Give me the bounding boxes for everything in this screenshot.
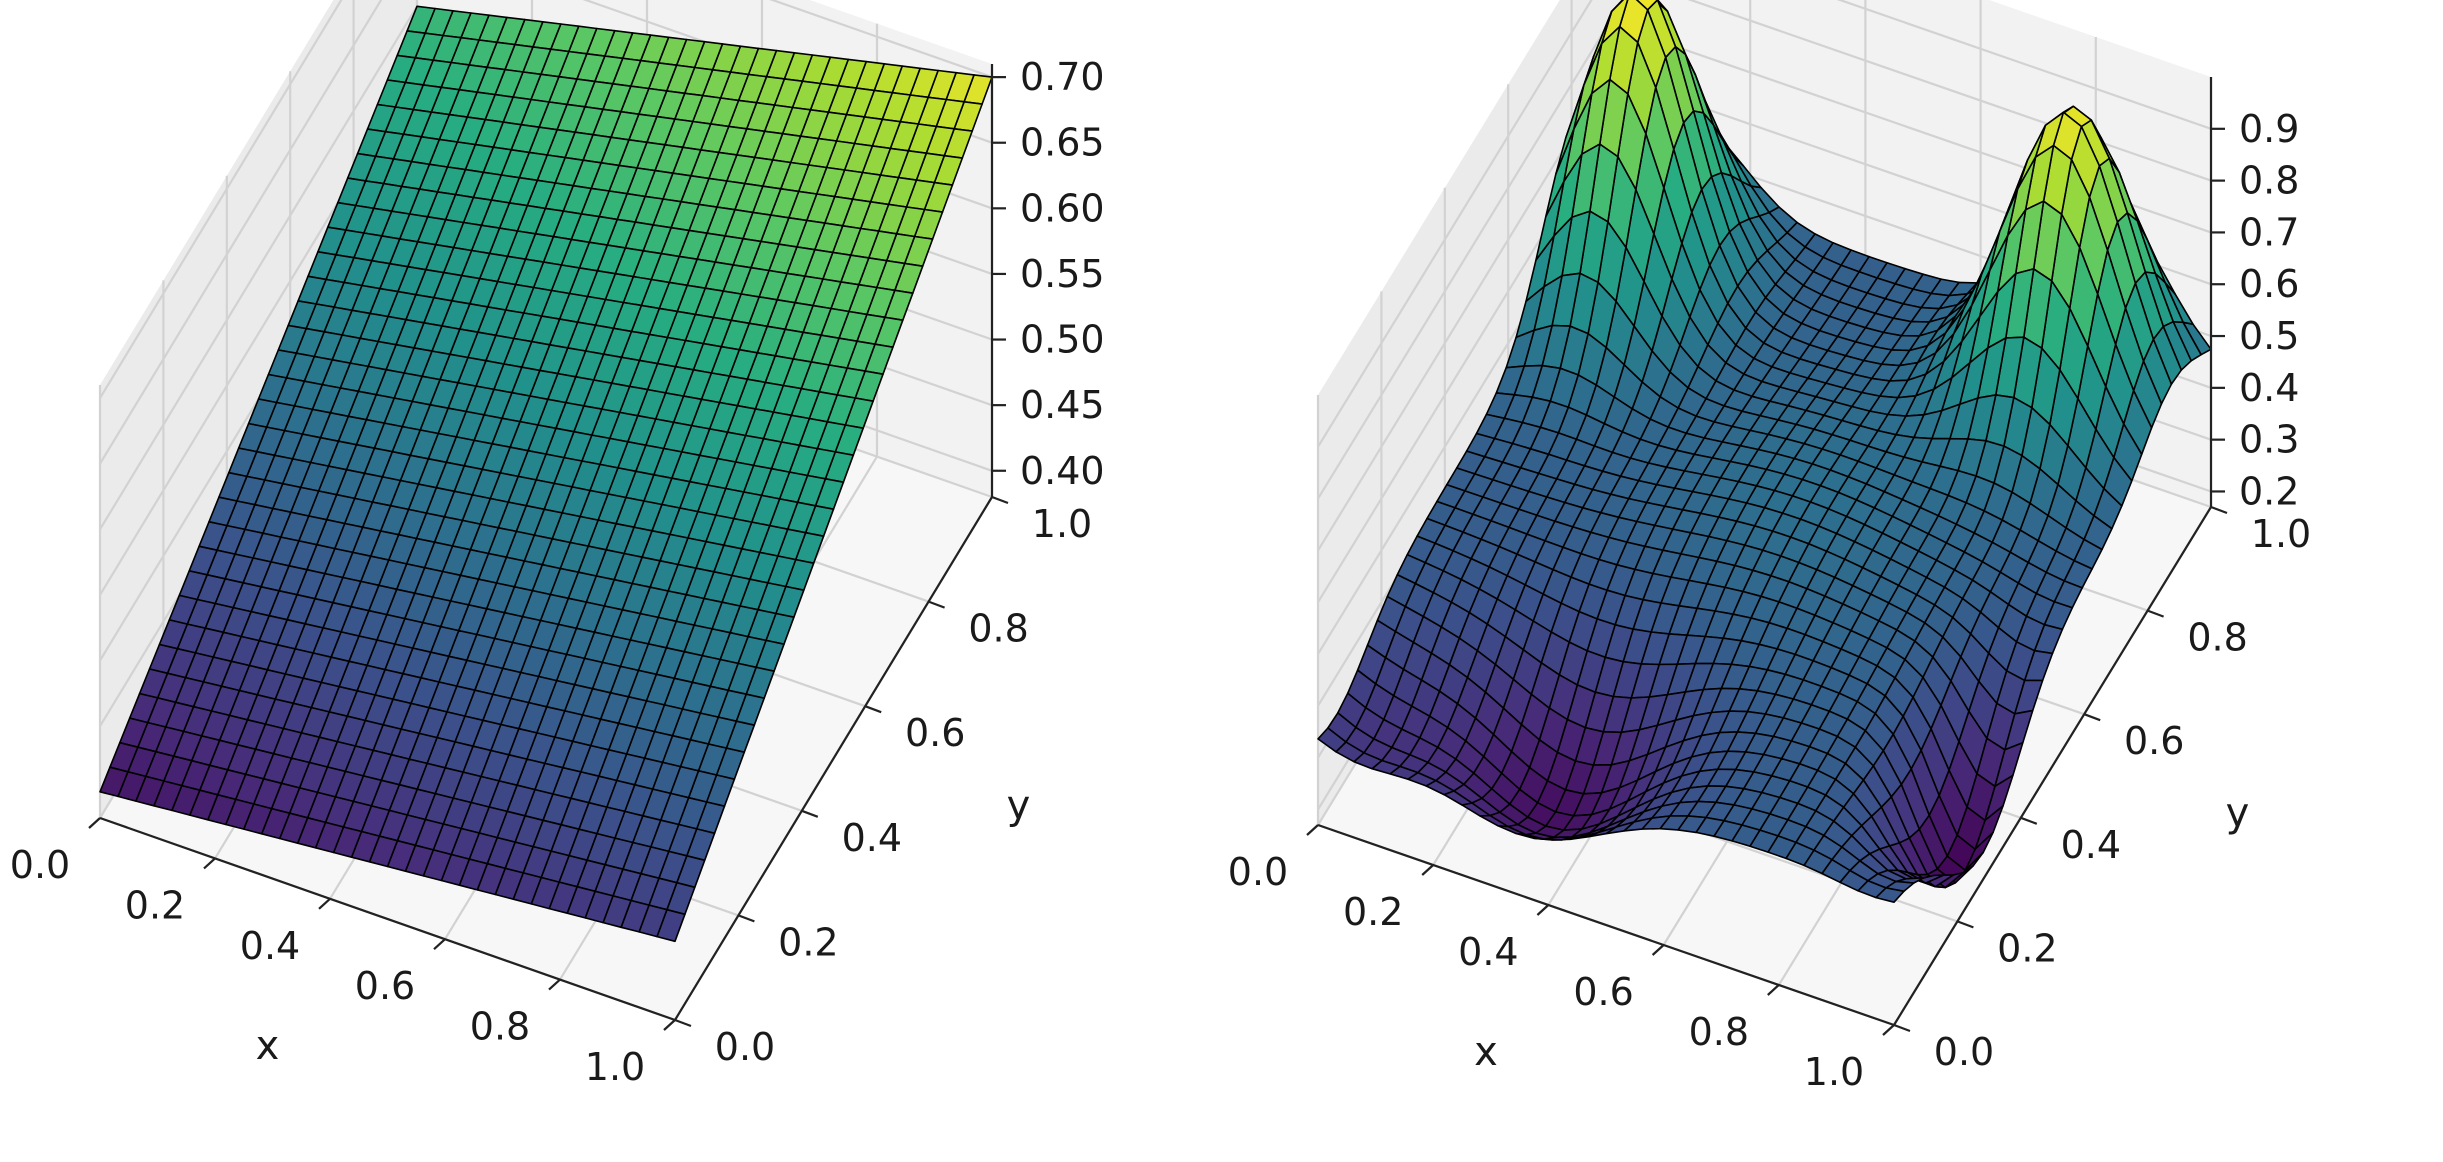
z-tick-label: 0.4 [2239,366,2299,410]
y-tick-label: 1.0 [2251,512,2311,556]
x-tick-label: 0.6 [1573,970,1633,1014]
z-tick-label: 0.55 [1020,252,1105,296]
x-tick-label: 0.8 [1689,1010,1749,1054]
surface-facet [1317,727,1347,753]
x-tick-label: 1.0 [1804,1050,1864,1094]
surface-mesh [99,5,993,943]
z-gridline [1317,0,2212,500]
y-tick [2210,505,2228,515]
y-tick [1957,920,1974,929]
x-axis-label: x [256,1023,280,1069]
z-gridline [99,0,993,399]
x-tick-label: 1.0 [585,1045,645,1089]
x-tick-label: 0.0 [10,843,70,887]
z-tick-label: 0.9 [2239,107,2299,151]
x-tick [203,857,216,870]
x-tick [548,978,561,991]
z-tick-label: 0.45 [1020,383,1105,427]
z-tick-label: 0.70 [1020,55,1105,99]
y-tick [928,600,945,609]
surface-plot-right: 0.00.20.40.60.81.0 0.00.20.40.60.81.00.20… [1228,0,2311,1094]
x-tick [1421,864,1434,876]
y-tick-label: 1.0 [1032,502,1092,546]
y-tick [2020,816,2038,825]
y-axis-line [1893,506,2212,1026]
surface-facet [1653,0,1669,12]
y-tick [738,914,755,923]
y-tick-label: 0.6 [905,711,965,755]
z-tick-label: 0.7 [2239,210,2299,254]
x-tick [1767,984,1780,996]
x-axis-line [1317,823,1895,1027]
x-tick [1306,824,1319,836]
y-tick [801,809,819,818]
x-tick-label: 0.8 [470,1005,530,1049]
z-gridline [1317,0,2212,448]
z-tick-label: 0.2 [2239,469,2299,513]
x-axis-label: x [1474,1029,1498,1075]
x-tick [1536,904,1550,916]
z-tick-label: 0.6 [2239,262,2299,306]
z-tick-label: 0.8 [2239,159,2299,203]
y-tick [2147,609,2164,618]
surface-plot-left: 0.0 0.2 0.4 0.6 0.8 1.0 0.0 0.2 0.4 0.6 0.8 1.0 0.40… [10,0,1105,1089]
z-tick-label: 0.40 [1020,449,1105,493]
y-tick-label: 0.0 [1934,1030,1994,1074]
x-tick-label: 0.0 [1228,850,1288,894]
x-tick-label: 0.4 [240,924,300,968]
surface-facet [99,766,129,798]
z-tick-label: 0.5 [2239,314,2299,358]
x-axis-line [99,816,676,1022]
surface-mesh [1317,0,2212,904]
x-tick [88,817,101,829]
y-tick [1893,1023,1911,1033]
z-tick-label: 0.50 [1020,318,1105,362]
z-tick-label: 0.3 [2239,418,2299,462]
y-tick [2083,713,2101,722]
y-tick [864,705,882,714]
y-tick-label: 0.8 [2187,616,2247,660]
x-tick [663,1019,676,1031]
x-tick [433,938,446,951]
y-tick-label: 0.4 [842,816,902,860]
y-tick [674,1018,692,1028]
y-axis-label: y [1007,783,1031,829]
y-tick-label: 0.4 [2061,823,2121,867]
y-tick-label: 0.6 [2124,719,2184,763]
x-tick-label: 0.4 [1458,930,1518,974]
y-tick-label: 0.2 [778,920,838,964]
x-tick [1882,1024,1895,1036]
z-tick-label: 0.60 [1020,186,1105,230]
y-axis-line [674,496,993,1021]
y-tick-label: 0.2 [1997,926,2057,970]
y-tick [991,495,1009,505]
x-tick-label: 0.2 [1343,890,1403,934]
y-axis-label: y [2226,790,2250,836]
x-tick [1651,944,1665,956]
y-tick-label: 0.8 [968,607,1028,651]
x-tick [318,897,331,910]
x-tick-label: 0.2 [125,883,185,927]
x-tick-label: 0.6 [355,964,415,1008]
y-tick-label: 0.0 [715,1025,775,1069]
z-tick-label: 0.65 [1020,121,1105,165]
